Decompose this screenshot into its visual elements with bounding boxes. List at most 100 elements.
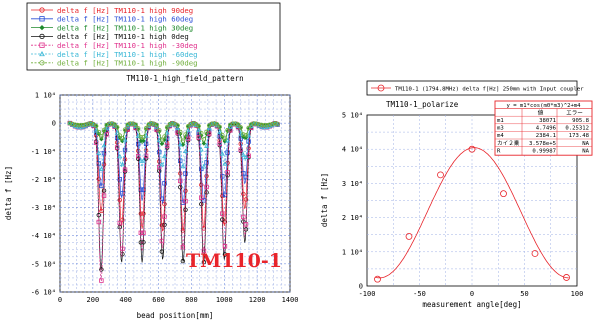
left-series-marker xyxy=(178,129,183,135)
left-legend-label: delta f [Hz] TM110-1 high 0deg xyxy=(57,32,189,41)
left-series-marker xyxy=(96,176,101,182)
left-series-marker xyxy=(225,170,230,175)
right-x-tick-label: 50 xyxy=(520,290,528,298)
left-series-marker xyxy=(177,141,183,147)
left-series-marker xyxy=(201,164,207,169)
fit-table-cell: NA xyxy=(582,148,589,154)
left-series-marker xyxy=(101,127,107,133)
left-series-marker xyxy=(185,124,191,129)
left-series-marker xyxy=(117,220,122,226)
left-series-marker xyxy=(93,128,99,133)
fit-table-cell: m3 xyxy=(497,126,504,132)
left-series-marker xyxy=(141,211,146,216)
left-series-marker xyxy=(272,121,278,126)
left-series-marker xyxy=(104,125,110,130)
right-y-tick-label: 1 10⁴ xyxy=(342,248,363,256)
right-fit-curve xyxy=(375,147,569,279)
right-y-tick-label: 0 xyxy=(359,283,363,291)
right-series-layer xyxy=(374,145,570,283)
left-series-line xyxy=(69,122,279,142)
left-series-marker xyxy=(114,145,120,150)
left-legend-label: delta f [Hz] TM110-1 high 90deg xyxy=(57,6,193,15)
left-series-marker xyxy=(185,136,191,141)
left-series-marker xyxy=(196,123,201,129)
left-series-marker xyxy=(241,191,246,197)
left-series-marker xyxy=(86,121,91,127)
right-y-tick-label: 2 10⁴ xyxy=(342,214,363,222)
left-series-marker xyxy=(175,130,180,136)
left-legend-swatch-marker xyxy=(39,7,45,13)
left-series-marker xyxy=(256,122,262,127)
left-series-marker xyxy=(175,125,181,131)
left-series-marker xyxy=(201,248,207,254)
left-legend: delta f [Hz] TM110-1 high 90deg delta f [… xyxy=(31,6,198,68)
fit-table-cell: 905.8 xyxy=(572,118,589,124)
right-x-tick-label: 0 xyxy=(470,290,474,298)
left-series-marker xyxy=(220,211,225,216)
left-x-tick-label: 1000 xyxy=(216,296,233,304)
left-series-marker xyxy=(143,141,149,146)
left-series-marker xyxy=(230,121,236,126)
left-series-layer xyxy=(67,120,280,283)
left-series-marker xyxy=(214,122,220,127)
right-x-tick-label: -50 xyxy=(413,290,426,298)
left-series-marker xyxy=(275,121,280,127)
left-series-marker xyxy=(251,121,257,126)
right-x-axis-label: measurement angle[deg] xyxy=(422,300,521,309)
right-x-tick-label: 100 xyxy=(571,290,584,298)
left-series-marker xyxy=(201,141,207,146)
left-series-marker xyxy=(130,121,136,126)
left-legend-swatch-marker xyxy=(39,60,45,66)
left-series-marker xyxy=(114,124,120,130)
left-series-marker xyxy=(185,127,191,133)
left-series-marker xyxy=(243,132,249,138)
left-series-marker xyxy=(178,178,183,184)
left-x-tick-label: 800 xyxy=(185,296,198,304)
left-x-tick-label: 0 xyxy=(58,296,62,304)
left-x-tick-label: 1400 xyxy=(282,296,299,304)
left-series-marker xyxy=(204,143,210,148)
left-series-marker xyxy=(122,167,128,172)
left-chart-title: TM110-1_high_field_pattern xyxy=(126,74,243,83)
left-series-marker xyxy=(162,181,167,186)
left-series-marker xyxy=(80,122,86,128)
left-series-marker xyxy=(157,149,162,155)
left-series-marker xyxy=(209,121,214,126)
left-chart: delta f [Hz] TM110-1 high 90deg delta f [… xyxy=(4,2,299,320)
left-series-marker xyxy=(70,121,75,127)
fit-table-cell: 4.7496 xyxy=(536,126,556,132)
left-series-marker xyxy=(117,197,122,203)
left-y-tick-label: -3 10⁴ xyxy=(31,204,56,212)
left-series-marker xyxy=(141,138,146,143)
left-y-tick-label: -5 10⁴ xyxy=(31,260,56,268)
left-series-marker xyxy=(96,150,102,155)
left-series-marker xyxy=(180,163,186,169)
left-series-marker xyxy=(170,120,175,126)
left-series-marker xyxy=(96,212,101,218)
left-series-marker xyxy=(225,138,231,143)
left-series-marker xyxy=(220,132,225,138)
left-series-marker xyxy=(183,148,188,153)
left-series-marker xyxy=(222,161,228,166)
left-series-marker xyxy=(143,133,149,138)
left-legend-box xyxy=(26,2,281,71)
right-legend-marker xyxy=(377,84,385,92)
left-series-marker xyxy=(222,219,228,225)
left-series-marker xyxy=(98,166,104,171)
left-series-marker xyxy=(93,123,99,129)
left-series-marker xyxy=(141,230,146,235)
fit-equation: y = m1*cos(m0*m3)^2+m4 xyxy=(506,103,581,109)
left-series-marker xyxy=(217,124,222,130)
left-series-marker xyxy=(167,121,172,127)
fit-table-cell: R xyxy=(497,148,501,154)
left-series-marker xyxy=(154,127,159,133)
left-series-marker xyxy=(238,125,243,130)
left-series-marker xyxy=(99,267,104,272)
left-series-marker xyxy=(101,162,107,167)
left-series-marker xyxy=(75,122,80,128)
fit-table-cell: 0.25312 xyxy=(565,126,589,132)
left-series-marker xyxy=(183,171,188,176)
left-series-marker xyxy=(198,146,204,152)
left-series-marker xyxy=(133,122,138,127)
